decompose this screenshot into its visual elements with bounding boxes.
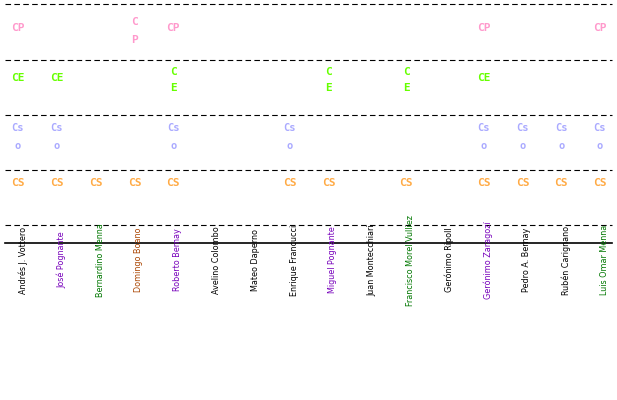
- Text: Cs: Cs: [594, 123, 607, 133]
- Text: o: o: [481, 141, 487, 151]
- Text: Avelino Colombo: Avelino Colombo: [212, 226, 221, 294]
- Text: CS: CS: [167, 178, 180, 188]
- Text: E: E: [325, 83, 332, 93]
- Text: CS: CS: [321, 178, 335, 188]
- Text: CE: CE: [11, 73, 25, 83]
- Text: CS: CS: [11, 178, 25, 188]
- Text: CS: CS: [516, 178, 529, 188]
- Text: Pedro A. Bernay: Pedro A. Bernay: [523, 228, 531, 292]
- Text: Enrique Francucci: Enrique Francucci: [289, 224, 299, 296]
- Text: CP: CP: [11, 23, 25, 33]
- Text: Domingo Boano: Domingo Boano: [135, 228, 143, 292]
- Text: José Pognante: José Pognante: [57, 232, 66, 288]
- Text: Cs: Cs: [12, 123, 24, 133]
- Text: Gerónimo Zaragozí: Gerónimo Zaragozí: [484, 221, 493, 299]
- Text: CP: CP: [594, 23, 607, 33]
- Text: o: o: [597, 141, 603, 151]
- Text: Cs: Cs: [516, 123, 529, 133]
- Text: Mateo Daperno: Mateo Daperno: [251, 229, 260, 291]
- Text: Cs: Cs: [283, 123, 296, 133]
- Text: CS: CS: [399, 178, 413, 188]
- Text: CP: CP: [167, 23, 180, 33]
- Text: CS: CS: [477, 178, 491, 188]
- Text: Gerónimo Ripoll: Gerónimo Ripoll: [445, 228, 454, 292]
- Text: C: C: [325, 67, 332, 77]
- Text: C: C: [131, 17, 138, 27]
- Text: Juan Montecchiari: Juan Montecchiari: [367, 224, 376, 296]
- Text: C: C: [403, 67, 409, 77]
- Text: C: C: [170, 67, 176, 77]
- Text: Cs: Cs: [51, 123, 63, 133]
- Text: E: E: [403, 83, 409, 93]
- Text: CS: CS: [128, 178, 141, 188]
- Text: CS: CS: [594, 178, 607, 188]
- Text: o: o: [286, 141, 292, 151]
- Text: o: o: [520, 141, 526, 151]
- Text: o: o: [558, 141, 565, 151]
- Text: Andrés J. Vottero: Andrés J. Vottero: [18, 226, 28, 294]
- Text: Miguel Pognante: Miguel Pognante: [328, 227, 337, 293]
- Text: Luis Omar Menna: Luis Omar Menna: [600, 225, 609, 295]
- Text: CS: CS: [555, 178, 568, 188]
- Text: P: P: [131, 35, 138, 45]
- Text: o: o: [54, 141, 60, 151]
- Text: Cs: Cs: [478, 123, 490, 133]
- Text: E: E: [170, 83, 176, 93]
- Text: Roberto Bernay: Roberto Bernay: [173, 229, 182, 291]
- Text: Bernardino Menna: Bernardino Menna: [96, 223, 105, 297]
- Text: CE: CE: [477, 73, 491, 83]
- Text: Francisco Morel Vulliez: Francisco Morel Vulliez: [406, 214, 415, 306]
- Text: CS: CS: [89, 178, 102, 188]
- Text: CS: CS: [283, 178, 296, 188]
- Text: Cs: Cs: [555, 123, 568, 133]
- Text: CP: CP: [477, 23, 491, 33]
- Text: Cs: Cs: [167, 123, 180, 133]
- Text: o: o: [170, 141, 176, 151]
- Text: Rubén Carignano: Rubén Carignano: [561, 226, 571, 294]
- Text: o: o: [15, 141, 21, 151]
- Text: CE: CE: [50, 73, 64, 83]
- Text: CS: CS: [50, 178, 64, 188]
